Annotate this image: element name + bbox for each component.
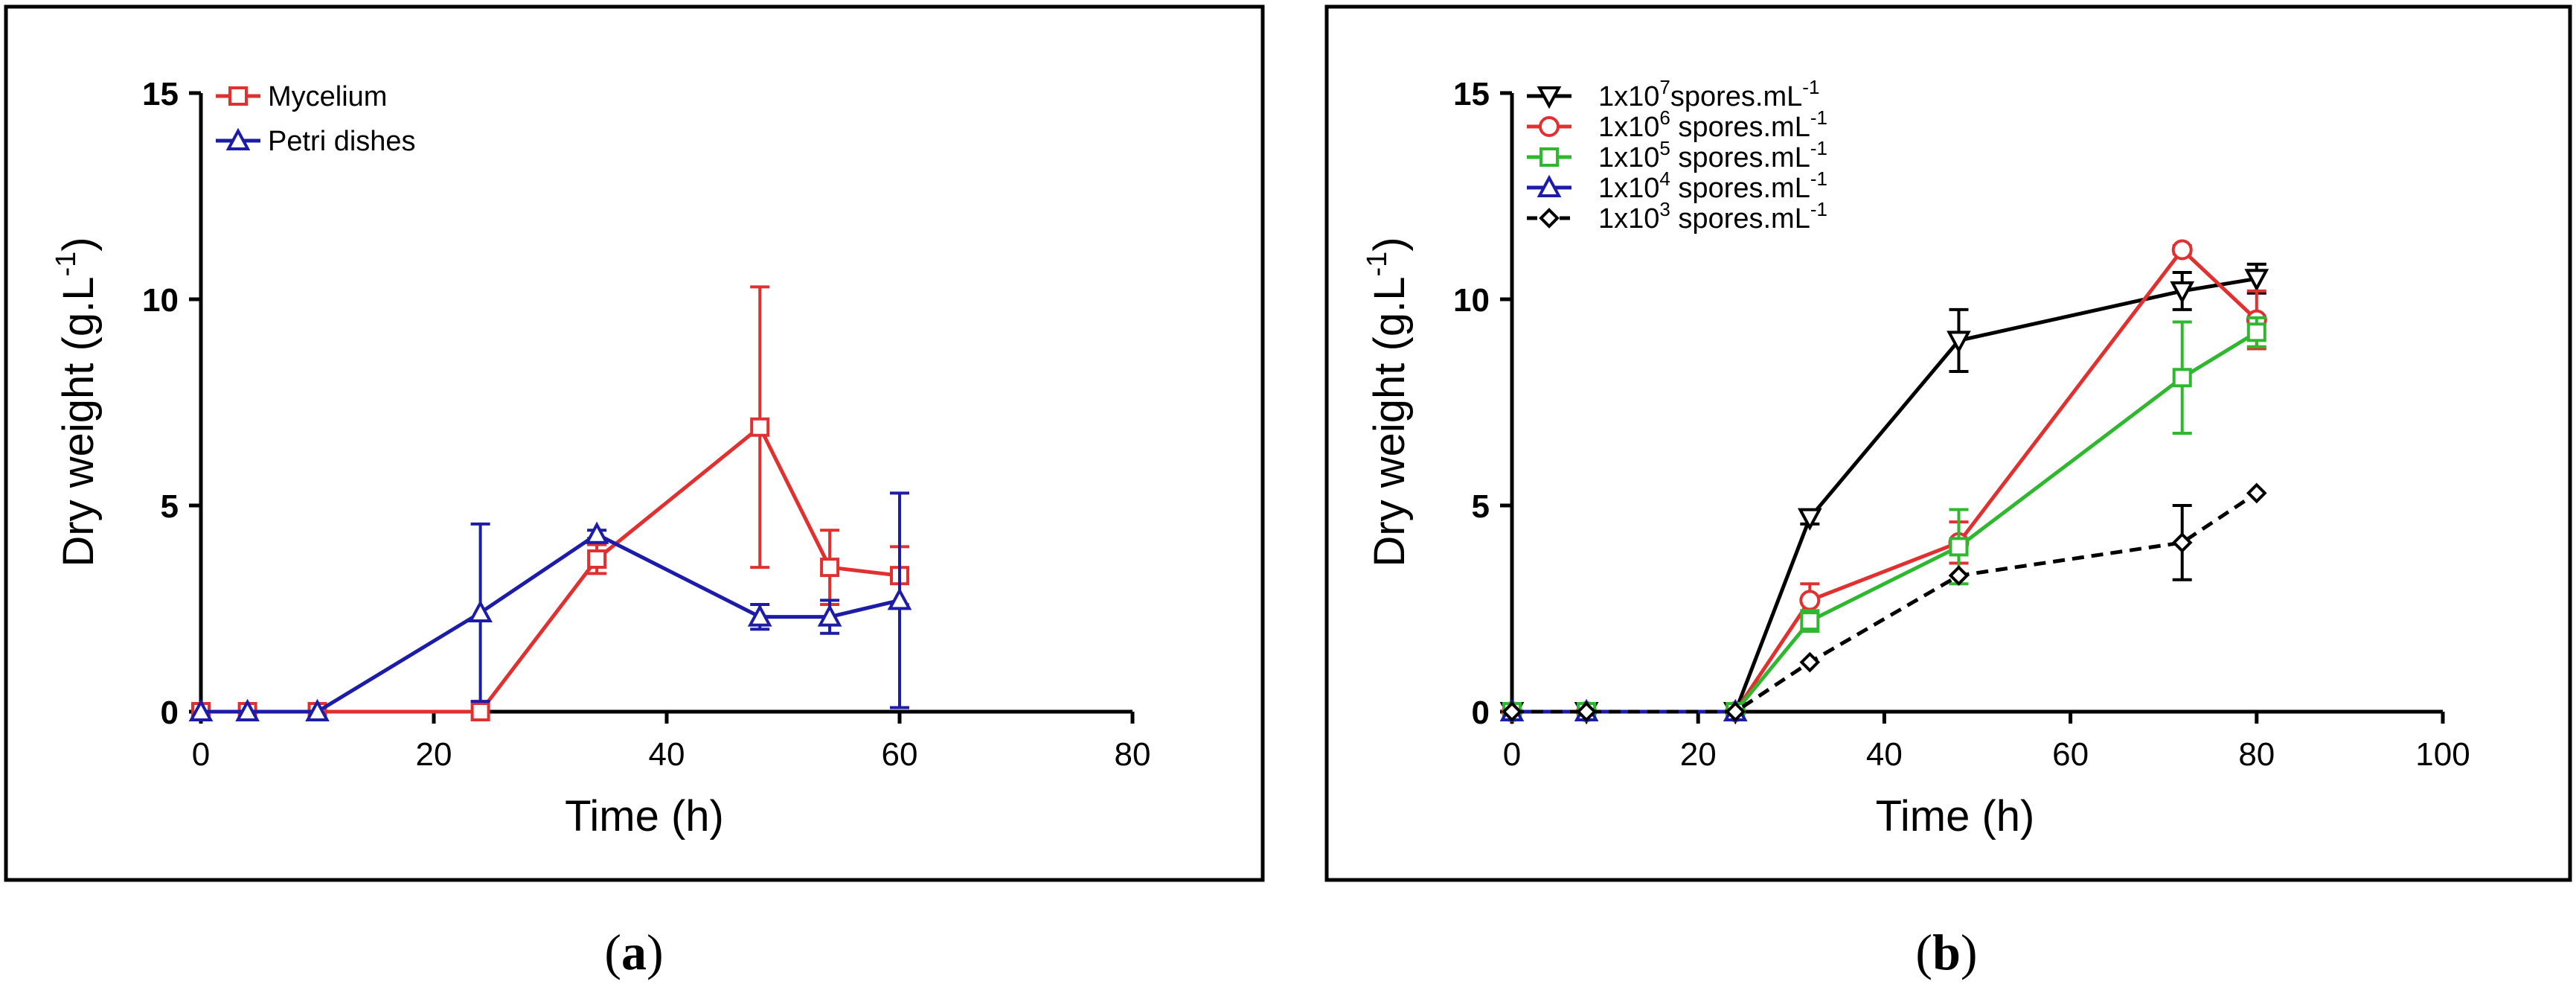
- data-point: [468, 599, 493, 623]
- data-point: [1947, 331, 1971, 354]
- x-tick-label: 60: [2052, 736, 2089, 773]
- chart-panel-a: 0 20 40 60 80 0 5 10 15 Time (h) Dry weight (g.L-1…: [51, 76, 1150, 840]
- data-point: [2246, 322, 2266, 342]
- data-point: [584, 521, 609, 544]
- legend-marker: [1539, 208, 1560, 229]
- data-point: [1948, 565, 1970, 587]
- legend-item: Mycelium: [216, 81, 387, 112]
- panel-b-label: (b): [1915, 924, 1977, 980]
- data-point: [587, 549, 607, 570]
- data-point: [1799, 590, 1821, 611]
- x-tick-label: 0: [1503, 736, 1521, 773]
- x-tick-label: 40: [649, 736, 685, 773]
- x-tick-label: 40: [1866, 736, 1903, 773]
- data-point: [817, 604, 842, 627]
- legend-marker: [1539, 147, 1559, 167]
- y-tick-label: 15: [1453, 76, 1490, 112]
- chart-panel-b: 0 20 40 60 80 100 0 5 10 15 Time (h) Dry weight (g.…: [1362, 76, 2470, 840]
- data-point: [2170, 281, 2195, 304]
- data-point: [2171, 532, 2193, 553]
- legend-item: 1x103 spores.mL-1: [1527, 198, 1827, 234]
- data-point: [2244, 269, 2269, 292]
- series-2: [188, 491, 912, 721]
- legend-label: Mycelium: [268, 81, 387, 112]
- data-point: [1949, 537, 1969, 557]
- legend-item: Petri dishes: [216, 126, 416, 157]
- data-point: [820, 558, 840, 578]
- data-point: [1799, 651, 1821, 673]
- y-tick-label: 0: [1472, 695, 1490, 731]
- legend-label: 1x106 spores.mL-1: [1598, 106, 1827, 143]
- legend-marker: [1537, 174, 1562, 197]
- y-axis-label: Dry weight (g.L-1): [51, 237, 103, 567]
- data-point: [235, 698, 260, 721]
- series-5: [1502, 482, 2267, 722]
- legend-item: 1x104 spores.mL-1: [1527, 168, 1827, 204]
- legend-marker: [1537, 86, 1562, 109]
- x-tick-label: 0: [192, 736, 210, 773]
- data-point: [1725, 701, 1746, 722]
- y-tick-label: 5: [161, 488, 179, 525]
- y-tick-label: 10: [142, 282, 179, 319]
- data-point: [470, 702, 490, 721]
- data-point: [1797, 508, 1822, 531]
- panel-a-frame: [4, 4, 1265, 882]
- legend-label: 1x105 spores.mL-1: [1598, 137, 1827, 173]
- data-point: [2172, 368, 2192, 388]
- x-tick-label: 60: [882, 736, 918, 773]
- data-point: [1502, 701, 1522, 722]
- data-point: [1576, 701, 1597, 722]
- legend-item: 1x106 spores.mL-1: [1527, 106, 1827, 143]
- legend-marker: [225, 127, 251, 150]
- data-point: [747, 604, 772, 627]
- x-axis-label: Time (h): [1876, 792, 2035, 840]
- y-axis-label: Dry weight (g.L-1): [1362, 237, 1414, 567]
- legend-item: 1x107spores.mL-1: [1527, 76, 1819, 112]
- legend-label: 1x103 spores.mL-1: [1598, 198, 1827, 234]
- y-tick-label: 10: [1453, 282, 1490, 319]
- legend-item: 1x105 spores.mL-1: [1527, 137, 1827, 173]
- data-point: [305, 698, 330, 721]
- legend-label: 1x107spores.mL-1: [1598, 76, 1819, 112]
- data-point: [2171, 239, 2193, 261]
- x-tick-label: 100: [2415, 736, 2470, 773]
- x-tick-label: 20: [416, 736, 452, 773]
- legend-marker: [228, 86, 248, 106]
- y-tick-label: 15: [142, 76, 179, 112]
- data-point: [1800, 611, 1820, 631]
- x-tick-label: 20: [1680, 736, 1717, 773]
- data-point: [188, 698, 214, 721]
- panel-a-label: (a): [604, 924, 663, 980]
- x-tick-label: 80: [1115, 736, 1151, 773]
- data-point: [2246, 482, 2267, 504]
- legend-marker: [1539, 116, 1560, 137]
- x-tick-label: 80: [2238, 736, 2275, 773]
- legend-label: 1x104 spores.mL-1: [1598, 168, 1827, 204]
- x-axis-label: Time (h): [565, 792, 724, 840]
- y-tick-label: 5: [1472, 488, 1490, 525]
- legend-label: Petri dishes: [268, 126, 416, 157]
- data-point: [887, 587, 912, 610]
- series-line: [201, 532, 900, 714]
- data-point: [750, 417, 770, 437]
- panel-b-frame: [1324, 4, 2572, 882]
- y-tick-label: 0: [161, 695, 179, 731]
